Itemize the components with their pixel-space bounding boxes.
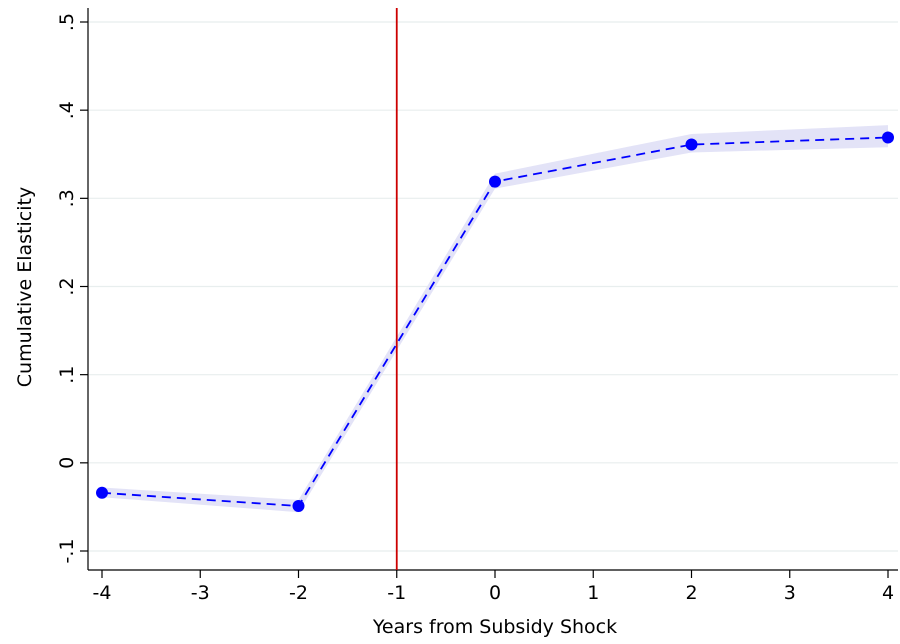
data-point	[489, 175, 501, 188]
x-axis-title: Years from Subsidy Shock	[372, 616, 617, 638]
data-point	[96, 486, 108, 499]
y-tick-label: .5	[56, 13, 78, 31]
series-layer	[96, 131, 894, 513]
x-tick-label: 3	[784, 582, 796, 604]
series-line	[101, 136, 889, 507]
data-point	[685, 138, 698, 151]
x-tick-label: -3	[191, 582, 210, 604]
axis-layer: -.1 0 .1 .2 .3 .4 .5 -4 -3 -2 -1 0 1 2 3 4	[56, 8, 898, 604]
y-tick-label: .4	[56, 101, 78, 119]
x-tick-label: 2	[685, 582, 697, 604]
y-tick-label: 0	[56, 457, 78, 469]
y-tick-label: -.1	[56, 539, 78, 564]
y-axis-title: Cumulative Elasticity	[14, 187, 36, 387]
x-tick-label: 4	[882, 582, 894, 604]
x-tick-label: 1	[587, 582, 599, 604]
y-tick-label: .2	[56, 277, 78, 295]
x-tick-label: -2	[289, 582, 308, 604]
x-tick-label: -1	[387, 582, 406, 604]
y-tick-label: .3	[56, 189, 78, 207]
x-tick-label: 0	[489, 582, 501, 604]
grid-layer	[89, 21, 898, 552]
data-point	[882, 131, 894, 144]
x-tick-label: -4	[93, 582, 112, 604]
y-tick-label: .1	[56, 366, 78, 384]
label-layer: Years from Subsidy Shock Cumulative Elas…	[14, 187, 617, 638]
data-point	[292, 500, 305, 513]
